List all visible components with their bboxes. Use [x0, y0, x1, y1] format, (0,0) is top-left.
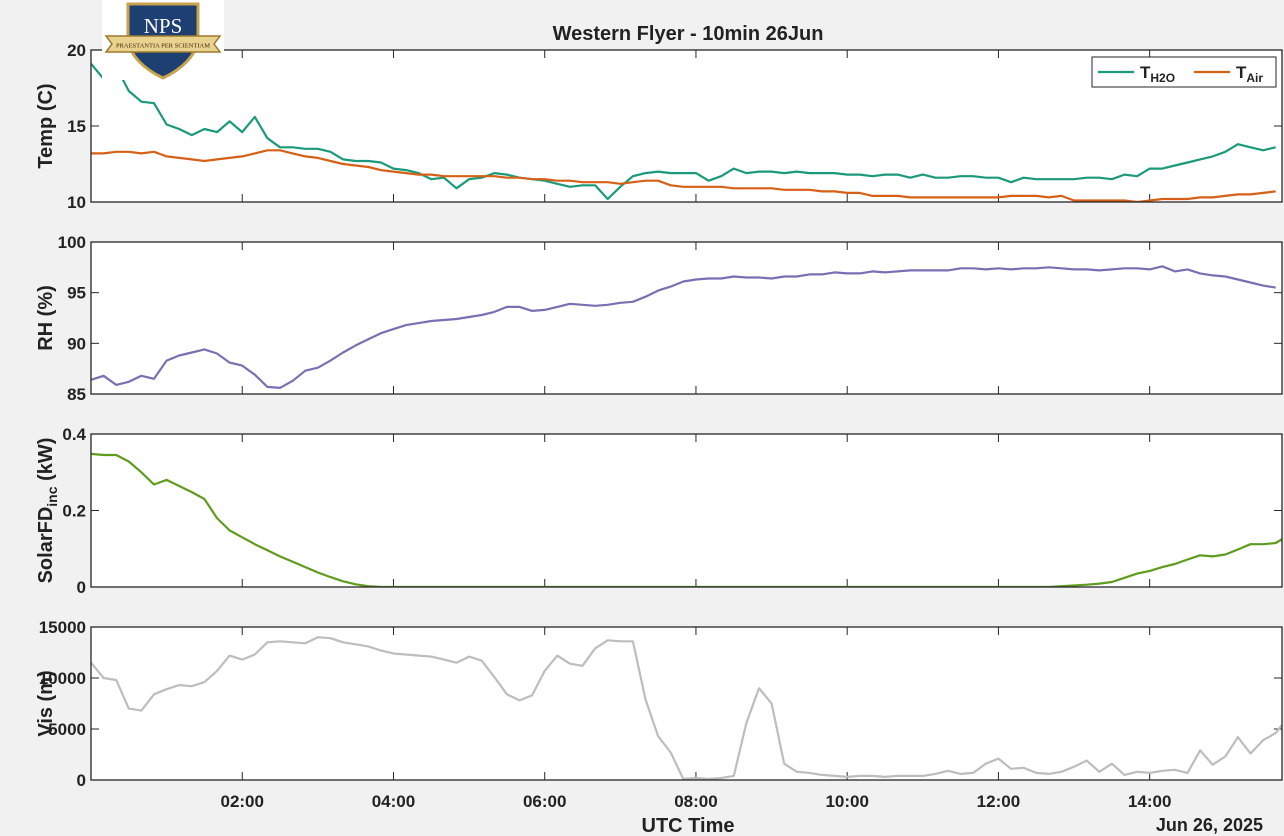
- nps-logo-text: NPS: [144, 14, 183, 38]
- y-tick-label: 15000: [39, 618, 86, 637]
- y-tick-label: 85: [67, 385, 86, 404]
- plot-area: [91, 242, 1282, 394]
- x-tick-label: 08:00: [674, 792, 717, 811]
- y-tick-label: 0.2: [62, 502, 86, 521]
- y-tick-label: 95: [67, 284, 86, 303]
- x-tick-label: 12:00: [977, 792, 1020, 811]
- logo-banner-text: PRAESTANTIA PER SCIENTIAM: [116, 43, 210, 50]
- axes-box: [90, 49, 1283, 203]
- y-axis-label: SolarFDinc (kW): [35, 438, 60, 584]
- y-axis-label: RH (%): [35, 285, 57, 351]
- x-tick-label: 04:00: [372, 792, 415, 811]
- axes-box: [90, 433, 1283, 588]
- x-axis-label: UTC Time: [642, 815, 735, 836]
- axes-box: [90, 241, 1283, 395]
- y-tick-label: 90: [67, 334, 86, 353]
- series-line-RH: [91, 265, 1276, 389]
- y-axis-label: Temp (C): [35, 83, 57, 168]
- series-line-Vis: [91, 636, 1282, 780]
- chart-panels: 10 15 20 Temp (C) TH2O TAir 85 90 95 100 RH (%) 0 0.…: [35, 41, 1283, 811]
- panel-1: 10 15 20 Temp (C) TH2O TAir: [35, 41, 1283, 212]
- y-tick-label: 100: [58, 233, 86, 252]
- x-tick-label: 06:00: [523, 792, 566, 811]
- y-axis-label: Vis (m): [35, 670, 57, 736]
- plot-area: [91, 434, 1282, 587]
- legend-label: TAir: [1236, 63, 1263, 85]
- plot-area: [91, 627, 1282, 780]
- nps-logo: NPS PRAESTANTIA PER SCIENTIAM: [102, 0, 224, 80]
- x-tick-label: 14:00: [1128, 792, 1171, 811]
- series-line-TH2O: [91, 62, 1276, 201]
- panel-2: 85 90 95 100 RH (%): [35, 233, 1283, 404]
- axes-box: [90, 626, 1283, 781]
- y-tick-label: 10: [67, 193, 86, 212]
- y-tick-label: 0.4: [62, 425, 86, 444]
- x-tick-label: 10:00: [825, 792, 868, 811]
- series-line-TAir: [91, 149, 1276, 202]
- y-tick-label: 0: [77, 578, 86, 597]
- legend: TH2O TAir: [1091, 56, 1277, 88]
- y-tick-label: 20: [67, 41, 86, 60]
- plot-area: [91, 50, 1282, 202]
- y-tick-label: 10000: [39, 669, 86, 688]
- date-label: Jun 26, 2025: [1156, 815, 1263, 835]
- chart-title: Western Flyer - 10min 26Jun: [553, 23, 824, 45]
- x-tick-label: 02:00: [220, 792, 263, 811]
- panel-4: 02:00 04:00 06:00 08:00 10:00 12:00 14:00 0 5000…: [35, 618, 1283, 811]
- y-tick-label: 0: [77, 771, 86, 790]
- legend-label: TH2O: [1140, 63, 1175, 85]
- y-tick-label: 5000: [48, 720, 86, 739]
- series-line-SolarFDinc: [91, 452, 1282, 587]
- y-tick-label: 15: [67, 117, 86, 136]
- banner-scroll-icon: [104, 35, 222, 53]
